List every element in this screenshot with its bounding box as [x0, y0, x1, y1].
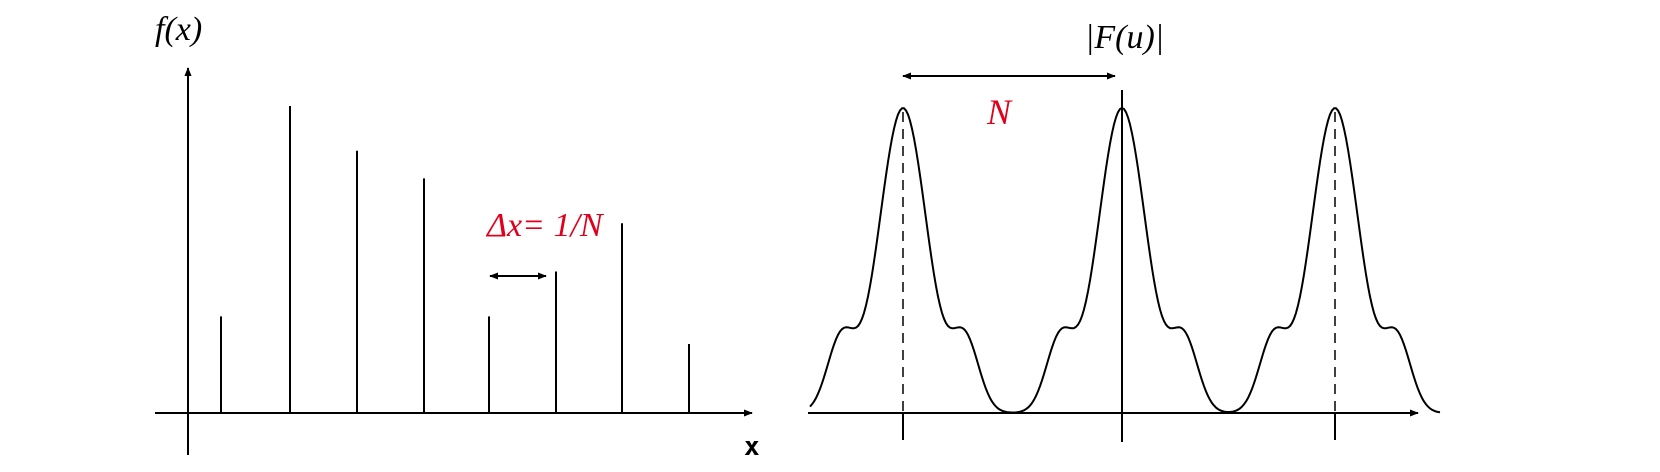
spectrum-curve — [809, 106, 1441, 414]
period-label: N — [986, 92, 1013, 132]
right-panel: N |F(u)| — [808, 19, 1441, 442]
right-y-axis-label: |F(u)| — [1085, 19, 1164, 56]
spacing-label: Δx= 1/N — [485, 207, 605, 244]
left-panel: f(x) x Δx= 1/N — [155, 11, 760, 462]
left-y-axis-label: f(x) — [155, 11, 202, 48]
left-x-axis-label: x — [744, 432, 760, 462]
sample-lines — [220, 105, 690, 413]
